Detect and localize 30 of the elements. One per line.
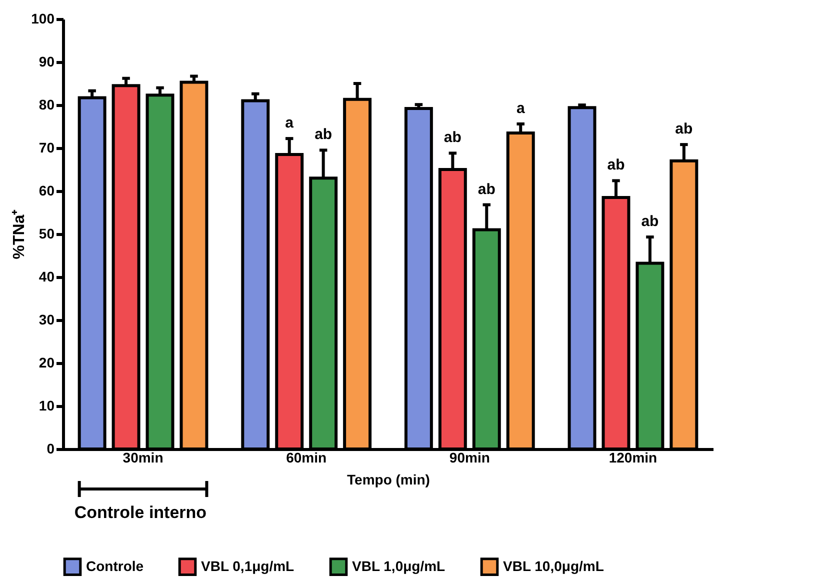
y-tick-label: 20 xyxy=(38,354,55,370)
data-label: ab xyxy=(444,129,462,146)
y-tick-label: 70 xyxy=(38,140,55,156)
x-axis-title: Tempo (min) xyxy=(347,472,430,488)
y-tick-label: 80 xyxy=(38,96,55,112)
data-label: a xyxy=(285,114,294,132)
y-axis-title: %TNa⁺ xyxy=(11,208,28,260)
y-tick-label: 30 xyxy=(38,312,55,328)
data-label: ab xyxy=(607,156,625,174)
text: Controle interno xyxy=(74,503,207,522)
y-tick-label: 10 xyxy=(38,398,55,414)
x-tick-label: 120min xyxy=(608,450,658,466)
legend-label: Controle xyxy=(86,558,144,574)
y-tick-label: 40 xyxy=(38,268,55,284)
data-label: ab xyxy=(314,126,332,144)
x-tick-label: 30min xyxy=(122,450,164,466)
y-tick-label: 50 xyxy=(38,226,55,242)
legend-label: VBL 1,0μg/mL xyxy=(352,558,446,574)
data-label: ab xyxy=(478,180,496,198)
x-tick-label: 90min xyxy=(449,450,490,466)
legend-label: VBL 0,1μg/mL xyxy=(201,558,295,574)
data-label: ab xyxy=(641,213,659,230)
y-tick-label: 0 xyxy=(46,440,55,456)
y-tick-label: 100 xyxy=(31,10,55,26)
data-label: a xyxy=(516,100,526,117)
x-tick-label: 60min xyxy=(286,450,327,466)
y-tick-label: 90 xyxy=(38,54,55,70)
data-label: ab xyxy=(675,120,693,138)
y-tick-label: 60 xyxy=(38,182,55,198)
legend-label: VBL 10,0μg/mL xyxy=(503,558,604,574)
